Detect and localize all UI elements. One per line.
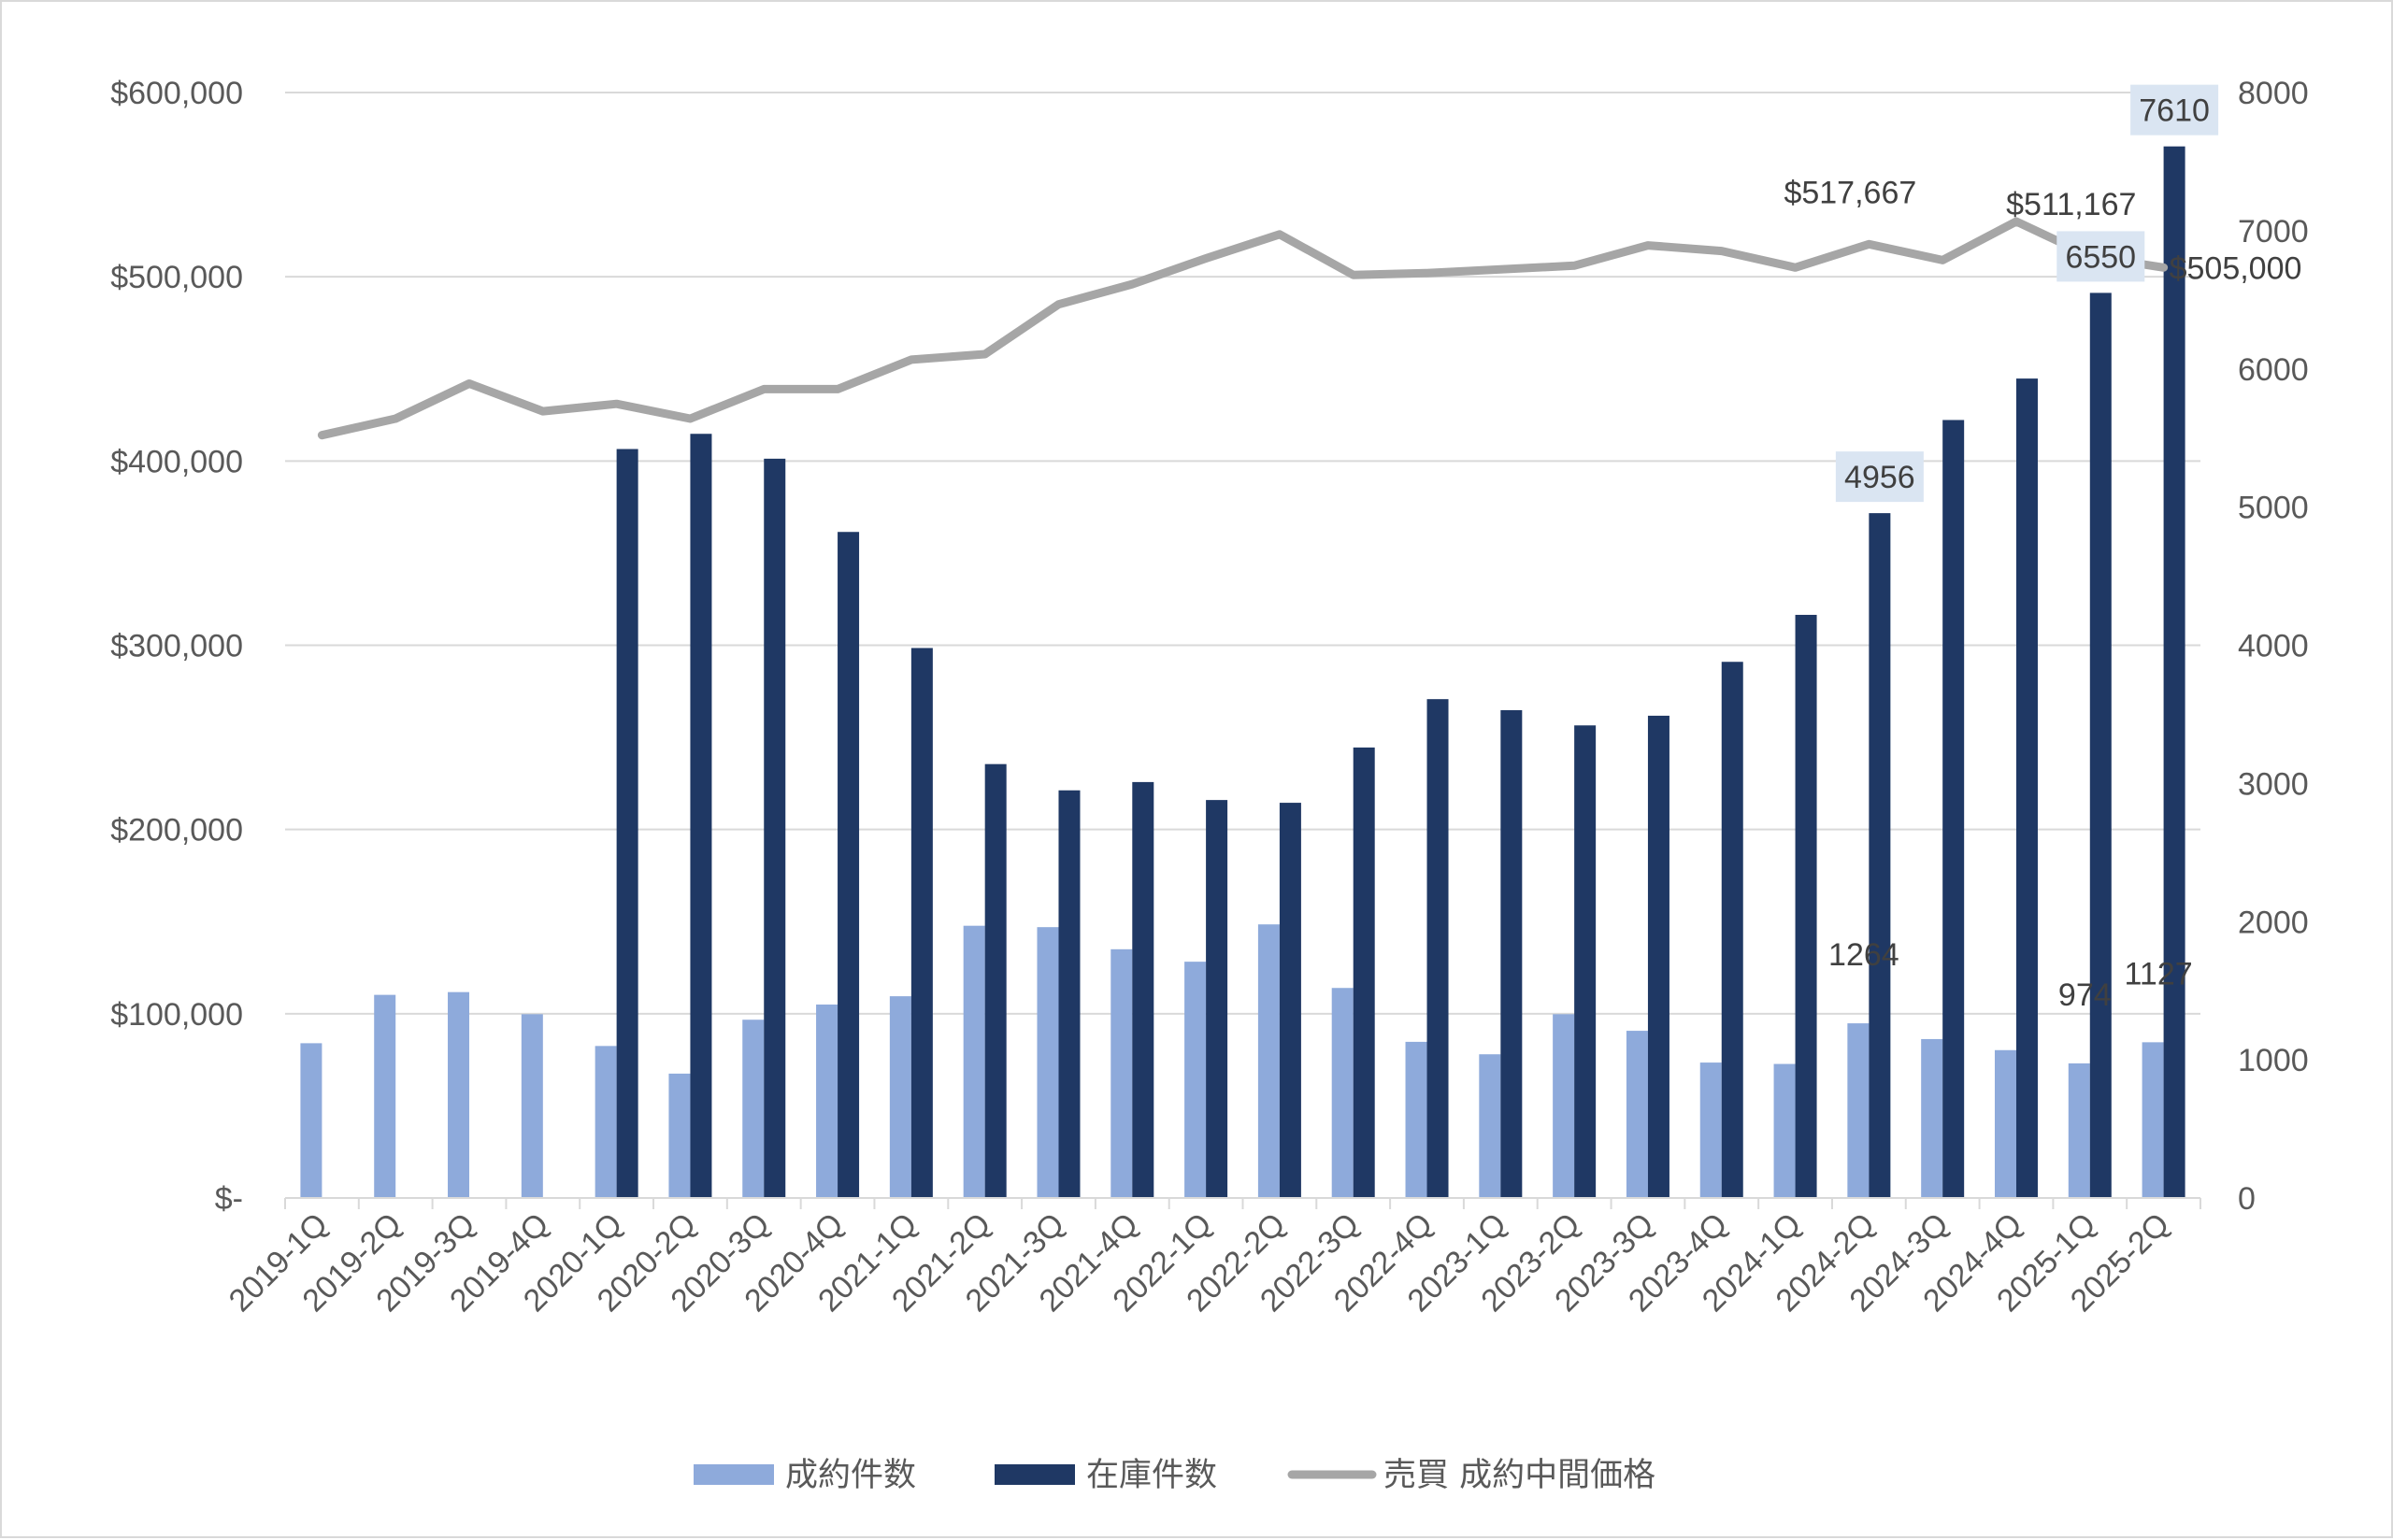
bar-inventory	[1574, 725, 1597, 1198]
left-axis-tick-label: $600,000	[110, 76, 243, 111]
bar-inventory	[1058, 790, 1081, 1198]
right-axis-tick-label: 1000	[2238, 1043, 2309, 1078]
data-label-closed-sales: 1127	[2125, 956, 2193, 991]
bar-closed-sales	[668, 1073, 691, 1198]
bar-closed-sales	[1111, 948, 1133, 1198]
bar-inventory	[1353, 747, 1375, 1198]
data-label-box	[2130, 84, 2219, 135]
legend-label: 在庫件数	[1086, 1457, 1217, 1494]
right-axis-tick-label: 4000	[2238, 629, 2309, 664]
bar-closed-sales	[2068, 1062, 2090, 1198]
bar-closed-sales	[1921, 1038, 1943, 1198]
data-label-box	[1835, 451, 1924, 503]
bar-inventory	[2015, 378, 2038, 1198]
bar-inventory	[2089, 292, 2112, 1198]
data-label-price: $511,167	[2006, 187, 2136, 222]
bar-inventory	[2163, 146, 2185, 1198]
bar-closed-sales	[1773, 1063, 1796, 1198]
bar-inventory	[1721, 662, 1743, 1198]
bar-closed-sales	[595, 1046, 617, 1198]
bar-inventory	[838, 532, 860, 1198]
bar-inventory	[1279, 803, 1301, 1198]
data-label-closed-sales: 974	[2058, 977, 2112, 1013]
bar-closed-sales	[1331, 988, 1354, 1198]
bar-closed-sales	[1479, 1054, 1501, 1198]
bar-inventory	[764, 458, 786, 1198]
gridlines	[285, 92, 2200, 1015]
left-axis-tick-label: $100,000	[110, 997, 243, 1033]
bar-inventory	[984, 763, 1007, 1198]
bar-inventory	[616, 449, 638, 1199]
data-label-price: $505,000	[2170, 250, 2302, 286]
data-label-inventory: 7610	[2139, 93, 2210, 129]
legend: 成約件数 在庫件数 売買 成約中間価格	[694, 1457, 1655, 1494]
data-label-closed-sales: 1264	[1828, 937, 1899, 973]
bar-closed-sales	[300, 1043, 322, 1198]
bar-inventory	[1426, 699, 1449, 1198]
bar-closed-sales	[1847, 1023, 1870, 1198]
bar-inventory	[1132, 781, 1154, 1198]
legend-label: 売買 成約中間価格	[1383, 1457, 1655, 1494]
right-axis-tick-label: 3000	[2238, 766, 2309, 802]
right-axis-tick-label: 5000	[2238, 491, 2309, 526]
bar-inventory	[1500, 710, 1523, 1198]
bar-closed-sales	[1553, 1014, 1575, 1198]
bar-inventory	[1647, 715, 1669, 1198]
legend-swatch	[694, 1464, 774, 1485]
left-axis-tick-label: $400,000	[110, 444, 243, 479]
left-axis: $- $100,000 $200,000 $300,000 $400,000 $500,0…	[110, 76, 243, 1217]
left-axis-tick-label: $300,000	[110, 629, 243, 664]
right-axis-tick-label: 8000	[2238, 76, 2309, 111]
legend-swatch	[995, 1464, 1075, 1485]
bar-closed-sales	[889, 996, 911, 1198]
bar-inventory	[1869, 513, 1891, 1198]
left-axis-tick-label: $200,000	[110, 813, 243, 848]
data-labels: 1264 974 1127 4956 6550 7610 $517,667 $511,167 $…	[1784, 84, 2302, 1013]
data-label-inventory: 4956	[1844, 460, 1915, 495]
right-axis: 0 1000 2000 3000 4000 5000 6000 7000 8000	[2238, 76, 2309, 1217]
left-axis-tick-label: $500,000	[110, 260, 243, 295]
bar-closed-sales	[1405, 1041, 1427, 1198]
bar-closed-sales	[963, 925, 985, 1198]
data-label-inventory: 6550	[2065, 239, 2136, 275]
bar-closed-sales	[1257, 924, 1280, 1198]
x-axis: 2019-1Q2019-2Q2019-3Q2019-4Q2020-1Q2020-…	[222, 1197, 2201, 1319]
price-line	[317, 217, 2169, 440]
bar-inventory	[1795, 614, 1817, 1198]
bar-inventory	[910, 648, 933, 1198]
bar-closed-sales	[1699, 1062, 1722, 1198]
bar-inventory	[1942, 420, 1965, 1198]
right-axis-tick-label: 2000	[2238, 905, 2309, 940]
bar-inventory	[690, 434, 712, 1199]
left-axis-tick-label: $-	[215, 1181, 243, 1217]
bar-closed-sales	[1184, 962, 1207, 1198]
bar-closed-sales	[1626, 1031, 1648, 1198]
bar-closed-sales	[742, 1020, 765, 1198]
bar-closed-sales	[374, 994, 396, 1198]
data-label-price: $517,667	[1784, 175, 1916, 210]
bar-closed-sales	[2142, 1042, 2164, 1198]
bar-closed-sales	[1037, 927, 1059, 1198]
right-axis-tick-label: 0	[2238, 1181, 2256, 1217]
right-axis-tick-label: 6000	[2238, 352, 2309, 388]
line-median-price	[317, 217, 2169, 440]
bar-closed-sales	[1994, 1049, 2016, 1198]
bar-closed-sales	[521, 1014, 543, 1198]
data-label-box	[2056, 231, 2145, 282]
bar-closed-sales	[448, 991, 470, 1198]
bar-inventory	[1206, 800, 1228, 1198]
right-axis-tick-label: 7000	[2238, 214, 2309, 250]
bars	[300, 146, 2185, 1199]
legend-label: 成約件数	[785, 1457, 916, 1494]
bar-closed-sales	[816, 1004, 838, 1198]
